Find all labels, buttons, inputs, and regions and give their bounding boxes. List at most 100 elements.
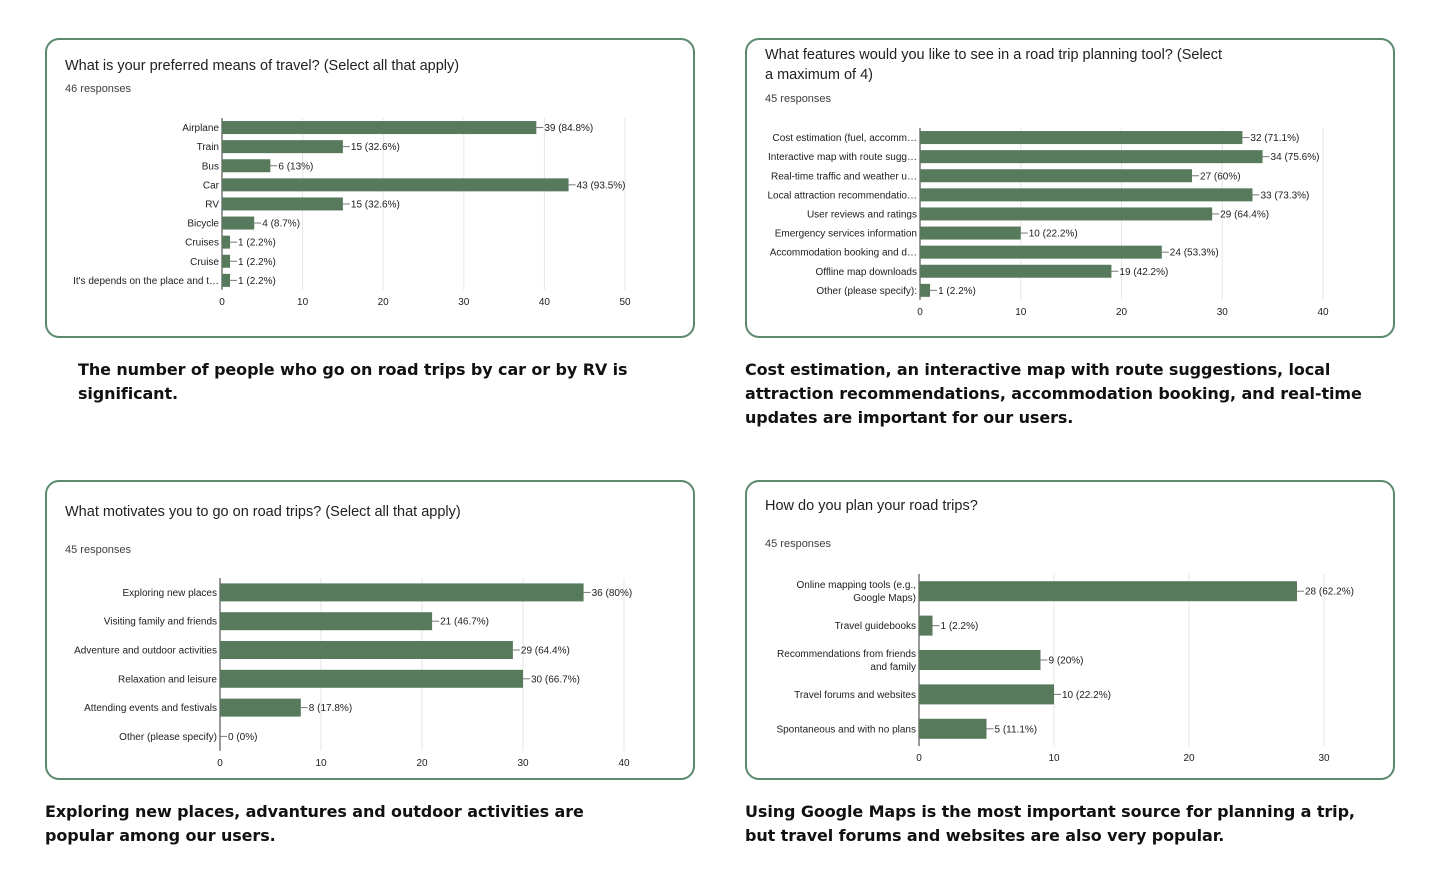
category-label: Bus [202, 161, 219, 172]
category-label: Real-time traffic and weather u… [771, 171, 917, 182]
category-label: Adventure and outdoor activities [74, 646, 217, 657]
bar [919, 718, 987, 739]
x-tick-label: 0 [219, 297, 225, 308]
category-label: Offline map downloads [815, 267, 917, 278]
data-label: 32 (71.1%) [1250, 133, 1299, 144]
bar [919, 615, 933, 636]
x-tick-label: 0 [217, 758, 223, 769]
x-tick-label: 20 [1183, 753, 1195, 764]
category-label: Bicycle [187, 219, 219, 230]
data-label: 8 (17.8%) [309, 703, 352, 714]
bar [222, 216, 255, 230]
bar [222, 254, 231, 268]
data-label: 24 (53.3%) [1170, 248, 1219, 259]
category-label: Travel guidebooks [835, 621, 916, 632]
chart-caption: Exploring new places, advantures and out… [45, 802, 584, 845]
data-label: 43 (93.5%) [577, 180, 626, 191]
x-tick-label: 10 [1048, 753, 1060, 764]
bar [920, 283, 931, 297]
category-label-line: Local attraction recommendatio… [767, 190, 917, 201]
category-label: Car [203, 180, 220, 191]
category-label-line: Offline map downloads [815, 267, 917, 278]
data-label: 10 (22.2%) [1062, 690, 1111, 701]
bar [222, 273, 231, 287]
x-tick-label: 20 [378, 297, 390, 308]
bar [220, 583, 584, 602]
response-count: 46 responses [65, 83, 132, 95]
category-label-line: RV [205, 199, 219, 210]
bar [919, 684, 1054, 705]
x-tick-label: 40 [1317, 307, 1329, 318]
x-tick-label: 10 [315, 758, 327, 769]
category-label-line: Exploring new places [123, 588, 218, 599]
data-label: 33 (73.3%) [1260, 190, 1309, 201]
bar [920, 264, 1112, 278]
bar [920, 169, 1193, 183]
category-label-line: Travel forums and websites [794, 690, 916, 701]
x-tick-label: 50 [619, 297, 631, 308]
data-label: 27 (60%) [1200, 171, 1241, 182]
bar-chart: 0 10 20 30 40 Exploring new places 36 (80%) Vis… [74, 578, 633, 769]
question-title: What is your preferred means of travel? … [65, 58, 460, 74]
category-label: Travel forums and websites [794, 690, 916, 701]
category-label-line: Relaxation and leisure [118, 674, 217, 685]
chart-card-travel-means: What is your preferred means of travel? … [45, 38, 695, 338]
x-tick-label: 0 [917, 307, 923, 318]
bar [220, 612, 433, 631]
category-label: Cruises [185, 238, 219, 249]
bar [919, 581, 1297, 602]
category-label-line: Attending events and festivals [84, 703, 217, 714]
bar-chart: 0 10 20 30 40 Cost estimation (fuel, accomm… 3… [767, 128, 1329, 318]
category-label: Airplane [182, 123, 219, 134]
category-label-line: Airplane [182, 123, 219, 134]
category-label-line: Adventure and outdoor activities [74, 646, 217, 657]
bar [222, 235, 231, 249]
category-label-line: Real-time traffic and weather u… [771, 171, 917, 182]
category-label: User reviews and ratings [807, 209, 917, 220]
bar [222, 140, 343, 154]
category-label-line: Interactive map with route sugg… [768, 152, 917, 163]
x-tick-label: 30 [517, 758, 529, 769]
data-label: 21 (46.7%) [440, 617, 489, 628]
x-tick-label: 30 [458, 297, 470, 308]
bar [920, 207, 1213, 221]
chart-caption: Cost estimation, an interactive map with… [745, 360, 1362, 427]
data-label: 1 (2.2%) [238, 276, 276, 287]
category-label-line: User reviews and ratings [807, 209, 917, 220]
data-label: 1 (2.2%) [938, 286, 976, 297]
bar [220, 698, 301, 717]
response-count: 45 responses [765, 538, 832, 550]
data-label: 34 (75.6%) [1271, 152, 1320, 163]
data-label: 36 (80%) [592, 588, 633, 599]
data-label: 10 (22.2%) [1029, 229, 1078, 240]
bar-chart: 0 10 20 30 40 50 Airplane 39 (84.8%) Train 15 (32… [73, 118, 631, 308]
bar [220, 641, 513, 659]
category-label: Exploring new places [123, 588, 218, 599]
category-label-line: Cruises [185, 238, 219, 249]
question-title: What motivates you to go on road trips? … [65, 504, 461, 520]
x-tick-label: 10 [1015, 307, 1027, 318]
bar-chart: 0 10 20 30 Online mapping tools (e.g., Google… [776, 574, 1354, 764]
data-label: 6 (13%) [278, 161, 313, 172]
category-label-line: Bicycle [187, 219, 219, 230]
category-label: Emergency services information [775, 229, 917, 240]
category-label-line: Cost estimation (fuel, accomm… [773, 133, 918, 144]
bar [220, 669, 523, 688]
category-label-line: It's depends on the place and t… [73, 276, 219, 287]
category-label: Relaxation and leisure [118, 674, 217, 685]
x-tick-label: 20 [416, 758, 428, 769]
bar [920, 188, 1253, 202]
question-title: What features would you like to see in a… [765, 47, 1223, 83]
x-tick-label: 0 [916, 753, 922, 764]
response-count: 45 responses [65, 544, 132, 556]
chart-card-planning-features: What features would you like to see in a… [745, 38, 1395, 338]
category-label-line: Emergency services information [775, 229, 917, 240]
category-label: Other (please specify) [119, 732, 217, 743]
category-label-line: Accommodation booking and d… [770, 248, 917, 259]
bar [920, 131, 1243, 145]
category-label-line: Travel guidebooks [835, 621, 916, 632]
category-label-line: Recommendations from friends [777, 649, 916, 660]
category-label-line: Cruise [190, 257, 219, 268]
category-label: Cruise [190, 257, 219, 268]
chart-card-motivations: What motivates you to go on road trips? … [45, 480, 695, 780]
